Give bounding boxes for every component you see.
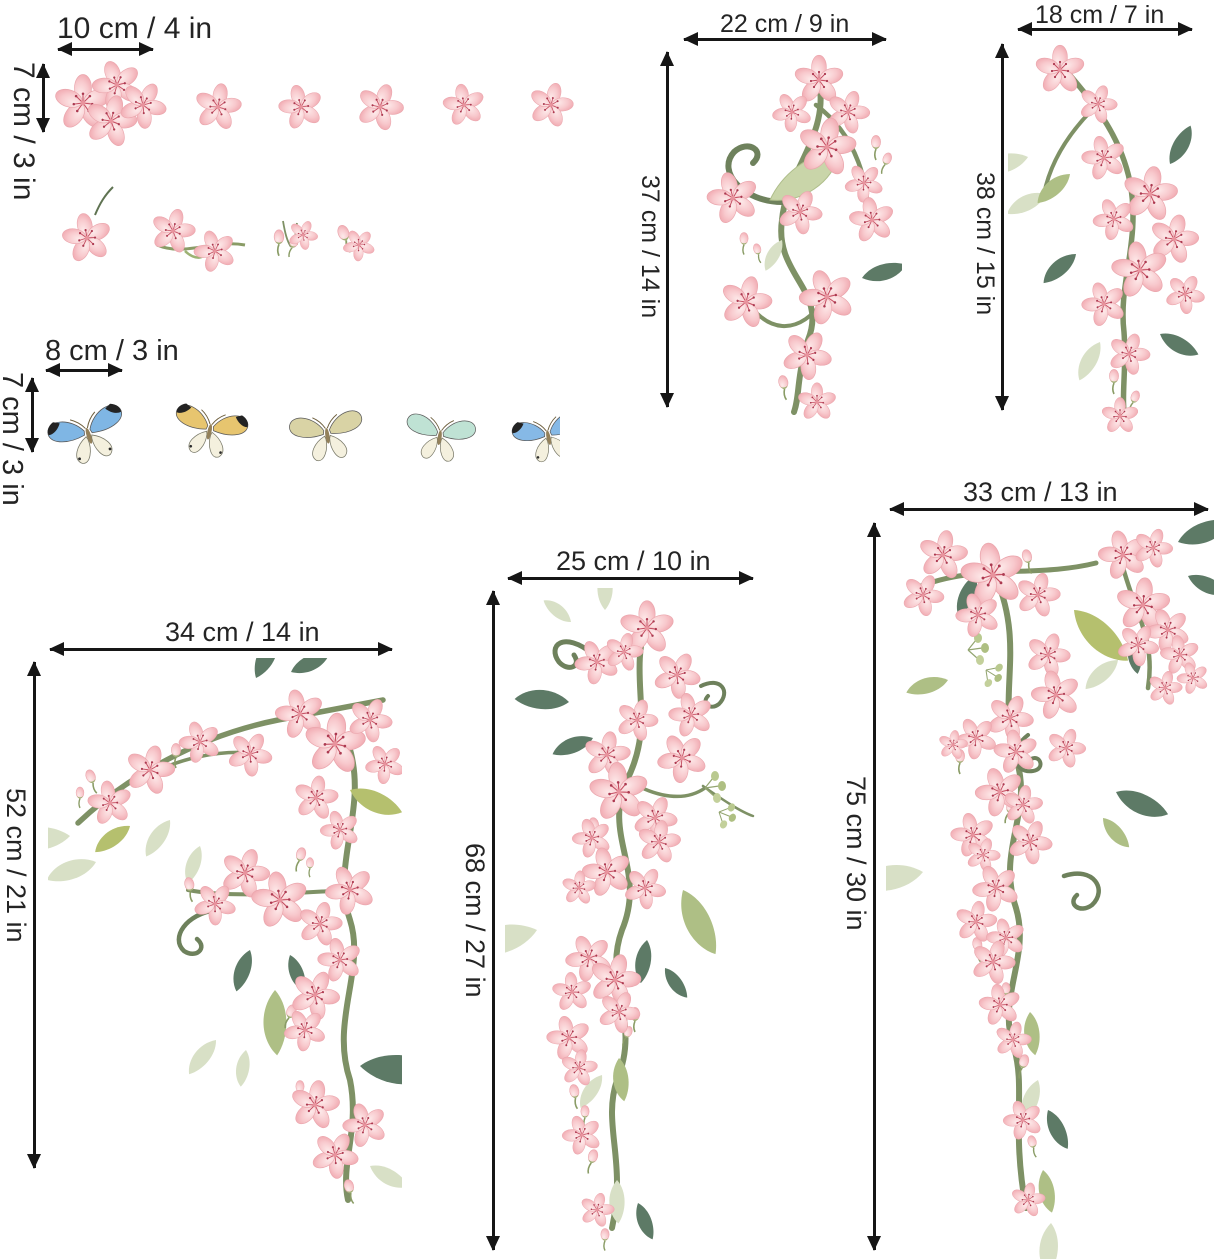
vine-top-right-width-label: 18 cm / 7 in [1035,1,1165,29]
vine-bottom-middle-width-label: 25 cm / 10 in [556,546,711,576]
vine-bottom-middle-illustration [505,588,755,1252]
vine-bottom-left-width-arrow [49,642,393,656]
vine-top-right-illustration [1008,44,1208,435]
vine-bottom-left-height-label: 52 cm / 21 in [1,788,31,943]
butterfly-blue-1 [45,401,133,471]
small-flowers-width-arrow [57,42,154,56]
vine-bottom-left-height-arrow [27,661,41,1169]
small-flowers-height-label: 7 cm / 3 in [7,62,40,201]
vine-top-middle-illustration [699,54,902,422]
vine-top-middle-width-label: 22 cm / 9 in [720,10,850,38]
vine-bottom-right-height-label: 75 cm / 30 in [841,776,871,931]
vine-bottom-right-width-label: 33 cm / 13 in [963,477,1118,507]
vine-bottom-right-height-arrow [867,522,881,1251]
vine-bottom-middle-height-label: 68 cm / 27 in [460,843,490,998]
vine-top-right-height-arrow [995,43,1009,411]
butterfly-blue-2 [510,409,560,466]
vine-bottom-middle-width-arrow [507,571,754,585]
vine-bottom-right-width-arrow [889,502,1209,516]
vine-top-middle-height-arrow [660,51,674,408]
vine-bottom-left-illustration [48,658,402,1206]
butterflies-illustration [40,385,560,485]
small-flowers-width-label: 10 cm / 4 in [57,12,213,45]
vine-top-right-height-label: 38 cm / 15 in [971,172,999,316]
small-flowers-illustration [52,55,580,279]
vine-top-right-width-arrow [1017,22,1193,36]
butterflies-width-arrow [45,363,123,377]
butterfly-cream [287,409,368,465]
flower-cluster [52,55,177,154]
butterflies-width-label: 8 cm / 3 in [45,335,179,367]
vine-bottom-middle-height-arrow [486,590,500,1251]
butterflies-height-arrow [25,377,39,453]
vine-bottom-left-width-label: 34 cm / 14 in [165,617,320,647]
butterflies-height-label: 7 cm / 3 in [0,372,28,506]
vine-top-middle-height-label: 37 cm / 14 in [636,175,664,319]
butterfly-mint [401,412,478,465]
small-flowers-height-arrow [36,63,50,133]
vine-top-middle-width-arrow [683,32,887,46]
butterfly-yellow [169,402,250,462]
vine-bottom-right-illustration [886,518,1214,1259]
flower-sprigs-row [56,186,383,279]
